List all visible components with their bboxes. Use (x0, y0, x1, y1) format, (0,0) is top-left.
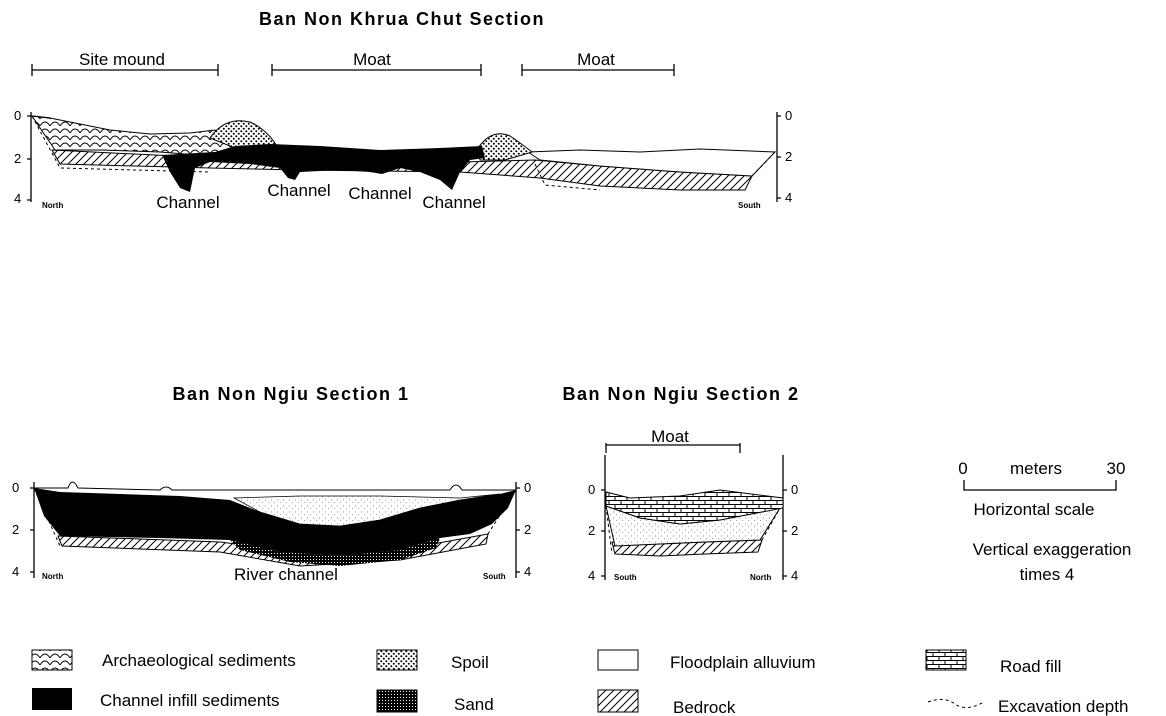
legend-item-archaeological: Archaeological sediments (31, 649, 296, 671)
khrua-right-axis: 0 2 4 (776, 108, 792, 205)
khrua-floodplain (526, 148, 777, 177)
legend-item-sand: Sand (376, 689, 494, 714)
ngiu1-sand (230, 538, 440, 566)
ngiu1-left-tick-4: 4 (12, 564, 19, 579)
legend-item-floodplain: Floodplain alluvium (597, 649, 816, 672)
legend-item-spoil: Spoil (376, 649, 489, 672)
scale-caption: Horizontal scale (974, 500, 1095, 519)
legend-item-roadfill: Road fill (925, 649, 1061, 676)
ngiu1-right-tick-4: 4 (524, 564, 531, 579)
legend-label-bedrock: Bedrock (673, 698, 736, 716)
moat-label-1: Moat (353, 50, 391, 69)
ngiu2-left-tick-0: 0 (588, 482, 595, 497)
khrua-moat-span-1: Moat (271, 50, 482, 76)
khrua-section: Ban Non Khrua Chut Section Site mound Mo… (14, 9, 792, 212)
ngiu2-moat-span: Moat (605, 427, 741, 453)
legend-label-sand: Sand (454, 695, 494, 714)
khrua-left-tick-4: 4 (14, 191, 21, 206)
khrua-channel-label-3: Channel (348, 184, 411, 203)
khrua-archaeological-sediments (30, 115, 233, 157)
ngiu2-north-label: North (750, 573, 771, 582)
legend-label-roadfill: Road fill (1000, 657, 1061, 676)
khrua-channel-label-4: Channel (422, 193, 485, 212)
ngiu2-left-tick-4: 4 (588, 568, 595, 583)
vertical-exaggeration-value: times 4 (1020, 565, 1075, 584)
khrua-excavation-depth (31, 115, 776, 191)
river-channel-label: River channel (234, 565, 338, 584)
legend-label-channel: Channel infill sediments (100, 691, 280, 710)
khrua-right-tick-2: 2 (785, 149, 792, 164)
legend-label-excavation: Excavation depth (998, 697, 1128, 716)
scale-bar (963, 480, 1117, 491)
ngiu1-excavation-depth (33, 487, 517, 547)
khrua-left-axis: 0 2 4 (14, 108, 32, 206)
ngiu1-right-tick-2: 2 (524, 522, 531, 537)
legend-label-archaeological: Archaeological sediments (102, 651, 296, 670)
sand-swatch (376, 689, 418, 713)
bedrock-swatch (597, 689, 639, 713)
ngiu1-left-tick-2: 2 (12, 522, 19, 537)
scale-max: 30 (1107, 459, 1126, 478)
khrua-spoil-mound-2 (477, 133, 534, 161)
ngiu1-section: Ban Non Ngiu Section 1 0 2 4 0 2 4 River… (12, 384, 531, 584)
ngiu1-channel-infill (34, 488, 516, 556)
site-mound-label: Site mound (79, 50, 165, 69)
ngiu2-moat-label: Moat (651, 427, 689, 446)
ngiu2-left-axis: 0 2 4 (588, 455, 606, 583)
ngiu2-excavation-depth (605, 505, 781, 555)
khrua-channel-label-2: Channel (267, 181, 330, 200)
scale-block: 0 meters 30 Horizontal scale Vertical ex… (958, 459, 1131, 584)
ngiu1-right-tick-0: 0 (524, 480, 531, 495)
legend-item-bedrock: Bedrock (597, 689, 736, 716)
khrua-right-tick-4: 4 (785, 190, 792, 205)
ngiu2-road-fill (605, 489, 784, 525)
vertical-exaggeration-label: Vertical exaggeration (973, 540, 1132, 559)
floodplain-swatch (597, 649, 639, 671)
khrua-left-tick-2: 2 (14, 151, 21, 166)
ngiu1-right-axis: 0 2 4 (515, 480, 531, 579)
legend-label-spoil: Spoil (451, 653, 489, 672)
channel-swatch (32, 688, 72, 710)
ngiu2-south-label: South (614, 573, 637, 582)
ngiu1-north-label: North (42, 572, 63, 581)
legend-item-channel: Channel infill sediments (32, 688, 280, 710)
khrua-channel-infill (162, 144, 485, 192)
scale-zero: 0 (958, 459, 967, 478)
scale-unit: meters (1010, 459, 1062, 478)
ngiu2-right-tick-4: 4 (791, 568, 798, 583)
khrua-left-tick-0: 0 (14, 108, 21, 123)
moat-label-2: Moat (577, 50, 615, 69)
spoil-swatch (376, 649, 418, 671)
khrua-site-mound-span: Site mound (31, 50, 219, 76)
ngiu1-left-tick-0: 0 (12, 480, 19, 495)
ngiu2-right-axis: 0 2 4 (782, 455, 798, 583)
ngiu1-left-axis: 0 2 4 (12, 480, 35, 579)
khrua-south-label: South (738, 201, 761, 210)
khrua-channel-label-1: Channel (156, 193, 219, 212)
ngiu1-floodplain (232, 493, 501, 527)
ngiu1-title: Ban Non Ngiu Section 1 (172, 384, 409, 404)
khrua-title: Ban Non Khrua Chut Section (259, 9, 545, 29)
legend: Archaeological sediments Spoil Floodplai… (31, 649, 1128, 716)
ngiu1-south-label: South (483, 572, 506, 581)
ngiu2-left-tick-2: 2 (588, 523, 595, 538)
ngiu2-title: Ban Non Ngiu Section 2 (562, 384, 799, 404)
khrua-right-tick-0: 0 (785, 108, 792, 123)
khrua-moat-span-2: Moat (521, 50, 675, 76)
ngiu2-right-tick-0: 0 (791, 482, 798, 497)
legend-item-excavation: Excavation depth (927, 697, 1128, 716)
roadfill-swatch (925, 649, 967, 671)
archaeological-swatch (31, 649, 73, 671)
legend-label-floodplain: Floodplain alluvium (670, 653, 816, 672)
excavation-swatch (927, 698, 985, 708)
khrua-north-label: North (42, 201, 63, 210)
ngiu2-right-tick-2: 2 (791, 523, 798, 538)
ngiu2-section: Ban Non Ngiu Section 2 Moat 0 2 4 0 2 4 … (562, 384, 799, 583)
